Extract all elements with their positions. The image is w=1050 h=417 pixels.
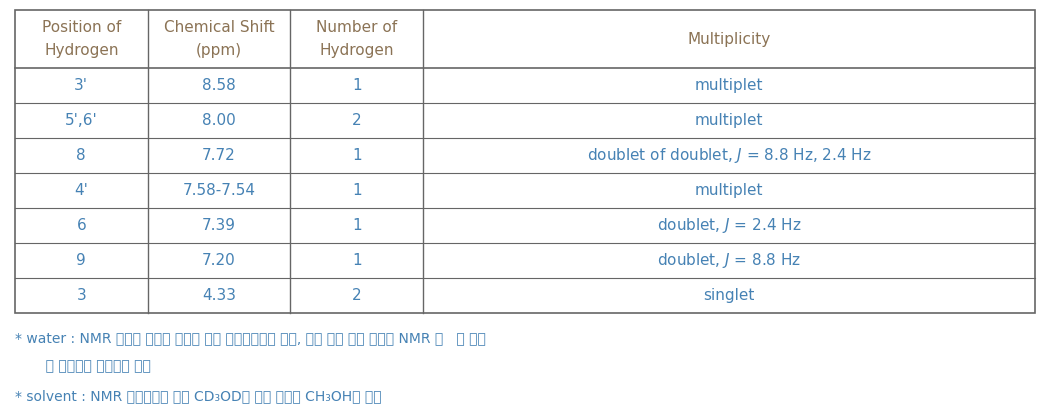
- Text: 9: 9: [77, 253, 86, 268]
- Text: 8.00: 8.00: [202, 113, 236, 128]
- Text: Chemical Shift
(ppm): Chemical Shift (ppm): [164, 20, 274, 58]
- Text: Position of
Hydrogen: Position of Hydrogen: [42, 20, 121, 58]
- Text: 3': 3': [75, 78, 88, 93]
- Text: 7.72: 7.72: [202, 148, 236, 163]
- Text: 1: 1: [352, 148, 361, 163]
- Text: 1: 1: [352, 253, 361, 268]
- Bar: [15, 10, 1035, 313]
- Text: singlet: singlet: [704, 288, 755, 303]
- Text: multiplet: multiplet: [695, 78, 763, 93]
- Text: 1: 1: [352, 183, 361, 198]
- Text: doublet, $J$ = 2.4 Hz: doublet, $J$ = 2.4 Hz: [656, 216, 801, 235]
- Text: 5',6': 5',6': [65, 113, 98, 128]
- Text: 2: 2: [352, 113, 361, 128]
- Text: 8.58: 8.58: [202, 78, 236, 93]
- Text: 3: 3: [77, 288, 86, 303]
- Text: 1: 1: [352, 78, 361, 93]
- Text: 4.33: 4.33: [202, 288, 236, 303]
- Text: multiplet: multiplet: [695, 113, 763, 128]
- Text: * water : NMR 측정에 사용한 용매에 미량 혼재되어있는 수분, 혹은 공기 중의 수분이 NMR 측   정 시료: * water : NMR 측정에 사용한 용매에 미량 혼재되어있는 수분, …: [15, 331, 486, 345]
- Text: Multiplicity: Multiplicity: [688, 32, 771, 47]
- Text: * solvent : NMR 측정용으로 쓰인 CD₃OD에 미량 혼재된 CH₃OH의 피크: * solvent : NMR 측정용으로 쓰인 CD₃OD에 미량 혼재된 C…: [15, 389, 381, 403]
- Text: multiplet: multiplet: [695, 183, 763, 198]
- Text: 6: 6: [77, 218, 86, 233]
- Text: 4': 4': [75, 183, 88, 198]
- Text: 1: 1: [352, 218, 361, 233]
- Text: doublet of doublet, $J$ = 8.8 Hz, 2.4 Hz: doublet of doublet, $J$ = 8.8 Hz, 2.4 Hz: [587, 146, 872, 165]
- Text: 8: 8: [77, 148, 86, 163]
- Text: 에 혼입되어 나타나는 피크: 에 혼입되어 나타나는 피크: [15, 359, 151, 373]
- Text: 7.39: 7.39: [202, 218, 236, 233]
- Text: 7.58-7.54: 7.58-7.54: [183, 183, 255, 198]
- Text: doublet, $J$ = 8.8 Hz: doublet, $J$ = 8.8 Hz: [657, 251, 801, 270]
- Text: Number of
Hydrogen: Number of Hydrogen: [316, 20, 397, 58]
- Text: 2: 2: [352, 288, 361, 303]
- Text: 7.20: 7.20: [202, 253, 236, 268]
